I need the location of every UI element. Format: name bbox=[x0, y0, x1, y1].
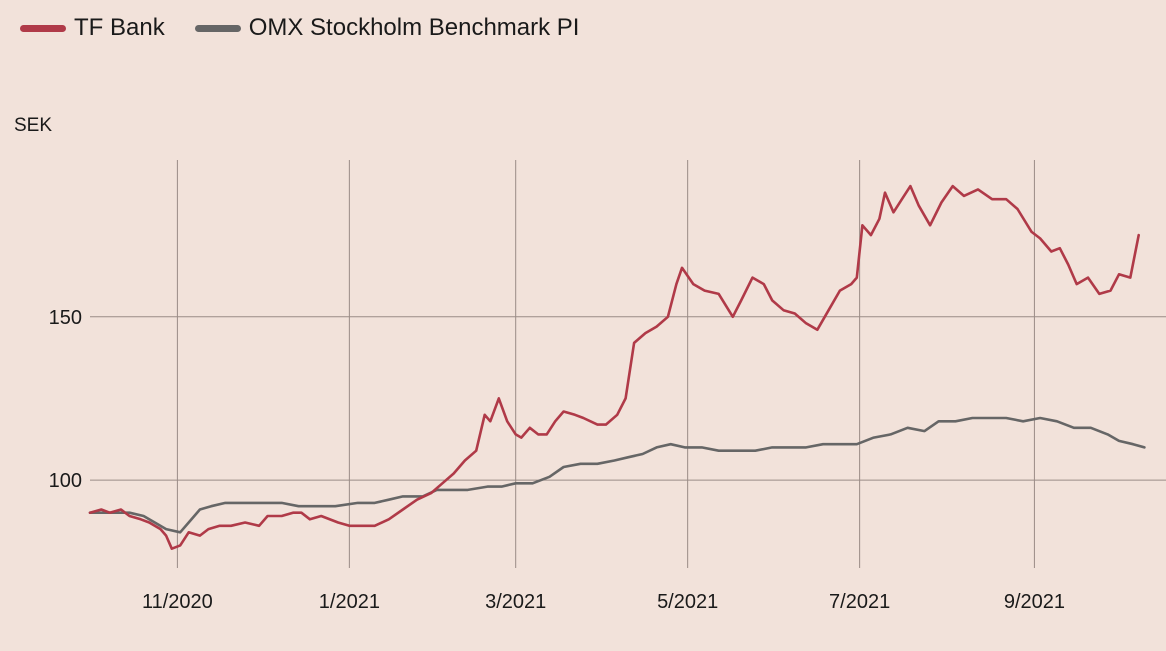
y-tick-label: 100 bbox=[49, 470, 82, 492]
series-line-tf-bank bbox=[88, 184, 1140, 550]
y-tick-label: 150 bbox=[49, 307, 82, 329]
x-tick-label: 9/2021 bbox=[1004, 591, 1065, 613]
legend-item-tf-bank[interactable]: TF Bank bbox=[20, 14, 165, 42]
legend-swatch-omx bbox=[194, 24, 241, 32]
chart-legend: TF Bank OMX Stockholm Benchmark PI bbox=[20, 14, 579, 42]
x-tick-label: 3/2021 bbox=[485, 591, 546, 613]
x-tick-label: 5/2021 bbox=[657, 591, 718, 613]
legend-label-tf-bank: TF Bank bbox=[74, 14, 165, 41]
y-axis-unit-label: SEK bbox=[14, 115, 53, 136]
x-tick-label: 11/2020 bbox=[142, 591, 213, 613]
series-line-omx bbox=[88, 416, 1146, 534]
legend-swatch-tf-bank bbox=[20, 24, 66, 32]
x-tick-label: 1/2021 bbox=[319, 591, 380, 613]
x-tick-label: 7/2021 bbox=[829, 591, 890, 613]
legend-item-omx[interactable]: OMX Stockholm Benchmark PI bbox=[194, 14, 580, 42]
legend-label-omx: OMX Stockholm Benchmark PI bbox=[248, 14, 580, 41]
